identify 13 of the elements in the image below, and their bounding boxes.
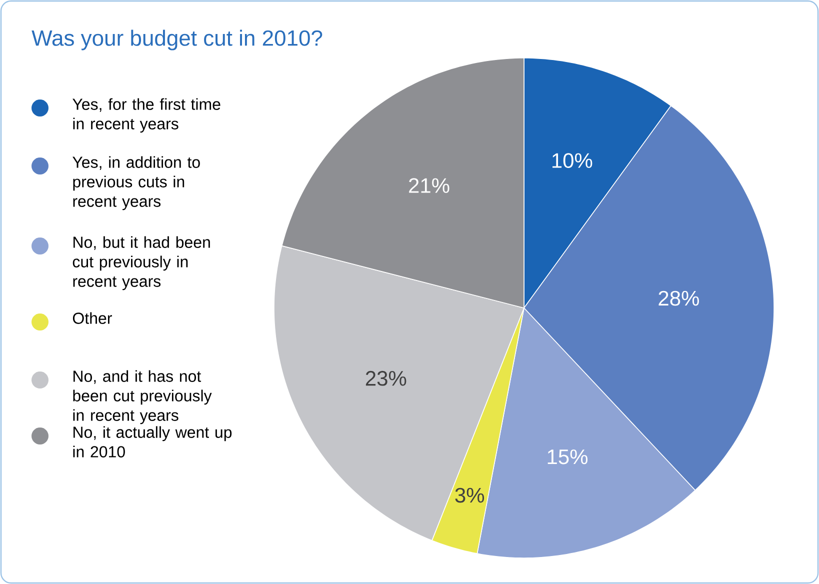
legend-label: No, it actually went up in 2010 <box>73 426 232 458</box>
legend-label: Yes, for the first time in recent years <box>72 98 220 133</box>
data-label: 23% <box>366 370 406 386</box>
legend-label: No, but it had been cut previously in recent years <box>72 236 210 290</box>
legend-label: No, and it has not been cut previously in recent years <box>73 370 212 424</box>
chart-title: Was your budget cut in 2010? <box>32 30 322 50</box>
data-label: 3% <box>455 488 484 503</box>
data-label: 10% <box>552 153 592 168</box>
data-label: 28% <box>658 290 699 306</box>
data-label: 15% <box>548 449 588 464</box>
legend-label: Yes, in addition to previous cuts in recent years <box>72 156 200 210</box>
data-label: 21% <box>409 178 450 193</box>
legend-label: Other <box>72 312 112 324</box>
